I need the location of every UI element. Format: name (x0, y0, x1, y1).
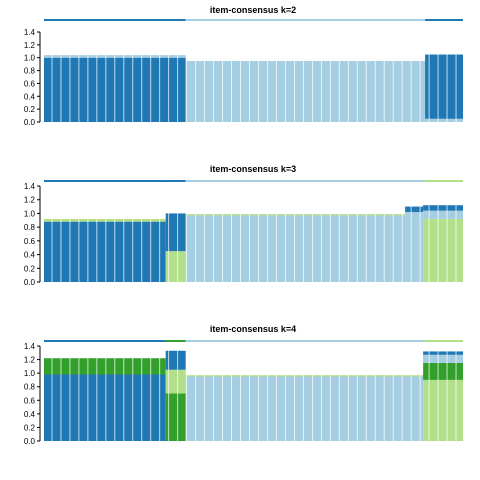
y-tick-label: 1.2 (24, 196, 36, 205)
y-tick-label: 0.8 (24, 223, 36, 232)
y-tick-label: 1.4 (24, 342, 36, 351)
class-strip-segment (44, 180, 166, 182)
y-tick-label: 0.0 (24, 437, 36, 446)
stacked-bar-segment (425, 54, 463, 119)
stacked-bar-segment (44, 374, 166, 441)
stacked-bar-segment (44, 218, 166, 222)
y-tick-label: 0.0 (24, 118, 36, 127)
stacked-bar-segment (405, 206, 424, 213)
stacked-bar-segment (165, 251, 186, 282)
y-tick-label: 1.4 (24, 182, 36, 191)
y-tick-label: 0.6 (24, 396, 36, 405)
y-tick-label: 1.4 (24, 28, 36, 37)
class-strip-segment (423, 340, 463, 342)
stacked-bar-segment (165, 369, 186, 394)
class-strip-segment (185, 19, 426, 21)
y-tick-label: 0.0 (24, 278, 36, 287)
y-tick-label: 0.6 (24, 79, 36, 88)
stacked-bar-segment (185, 376, 424, 441)
stacked-bar-segment (185, 215, 406, 282)
y-tick-label: 1.2 (24, 356, 36, 365)
class-strip-segment (425, 19, 463, 21)
stacked-bar-segment (44, 221, 166, 282)
stacked-bar-segment (423, 354, 463, 363)
y-tick-label: 0.2 (24, 105, 36, 114)
y-tick-label: 1.2 (24, 41, 36, 50)
y-tick-label: 1.0 (24, 369, 36, 378)
y-tick-label: 0.4 (24, 251, 36, 260)
class-strip-segment (165, 340, 186, 342)
stacked-bar-segment (185, 214, 406, 216)
stacked-bar-segment (423, 205, 463, 211)
y-tick-label: 0.2 (24, 264, 36, 273)
class-strip-segment (44, 19, 186, 21)
class-strip-segment (405, 180, 424, 182)
panel-k3: item-consensus k=3 0.0 0.2 0.4 0.6 0.8 1.0 1.2… (24, 164, 463, 287)
y-tick-label: 1.0 (24, 209, 36, 218)
panel-title: item-consensus k=4 (210, 324, 296, 334)
class-strip-segment (423, 180, 463, 182)
stacked-bar-segment (423, 362, 463, 380)
panel-k4: item-consensus k=4 0.0 0.2 0.4 0.6 0.8 1.0 1.2… (24, 324, 463, 446)
class-strip-segment (185, 180, 406, 182)
y-tick-label: 0.4 (24, 410, 36, 419)
panel-title: item-consensus k=3 (210, 164, 296, 174)
y-tick-label: 1.0 (24, 54, 36, 63)
stacked-bar-segment (165, 350, 186, 370)
stacked-bar-segment (165, 213, 186, 252)
stacked-bar-segment (425, 118, 463, 122)
y-tick-label: 0.2 (24, 423, 36, 432)
stacked-bar-segment (165, 393, 186, 441)
y-tick-label: 0.6 (24, 237, 36, 246)
stacked-bar-segment (423, 351, 463, 355)
class-strip-segment (185, 340, 424, 342)
class-strip-segment (165, 180, 186, 182)
stacked-bar-segment (185, 60, 426, 122)
stacked-bar-segment (405, 212, 424, 282)
panel-k2: item-consensus k=2 0.0 0.2 0.4 0.6 0.8 1.0 1.2… (24, 5, 463, 127)
panel-title: item-consensus k=2 (210, 5, 296, 15)
stacked-bar-segment (423, 210, 463, 219)
class-strip-segment (44, 340, 166, 342)
y-tick-label: 0.8 (24, 67, 36, 76)
y-tick-label: 0.8 (24, 383, 36, 392)
stacked-bar-segment (185, 375, 424, 377)
stacked-bar-segment (44, 358, 166, 375)
y-tick-label: 0.4 (24, 92, 36, 101)
